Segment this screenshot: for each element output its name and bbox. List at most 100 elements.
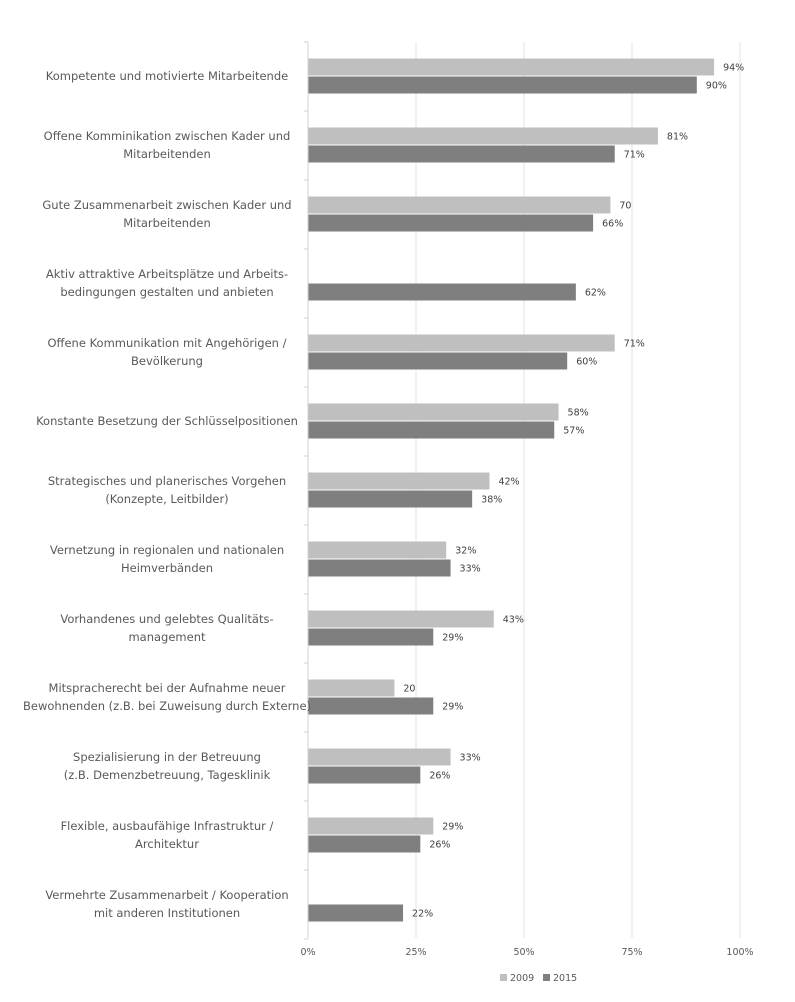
category-label-line: Strategisches und planerisches Vorgehen (48, 474, 286, 488)
category-label-line: Mitarbeitenden (123, 216, 211, 230)
data-label-2009: 71% (624, 339, 645, 350)
data-label-2015: 71% (624, 150, 645, 161)
category-label-line: Gute Zusammenarbeit zwischen Kader und (42, 198, 291, 212)
category-label: Flexible, ausbaufähige Infrastruktur / Ar… (61, 819, 274, 851)
bar-2015 (308, 76, 697, 94)
category-label-line: Spezialisierung in der Betreuung (73, 750, 261, 764)
category-label: Strategisches und planerisches Vorgehen (… (48, 474, 286, 506)
bar-2009 (308, 679, 395, 697)
legend-swatch-2015 (543, 974, 550, 981)
bar-2009 (308, 58, 715, 76)
data-label-2009: 20 (403, 684, 415, 695)
bar-2015 (308, 628, 434, 646)
data-label-2015: 22% (412, 909, 433, 920)
category-label-line: Heimverbänden (121, 561, 213, 575)
x-tick-label: 50% (513, 947, 534, 958)
category-label-line: mit anderen Institutionen (94, 906, 240, 920)
category-label: Gute Zusammenarbeit zwischen Kader und Mi… (42, 198, 291, 230)
data-label-2015: 90% (706, 81, 727, 92)
x-tick-label: 25% (405, 947, 426, 958)
data-labels: 94% 81% 70 71% 58% 42% 32% 43% 20 33% 29% 90% 71% 66%… (403, 63, 744, 920)
data-label-2009: 29% (442, 822, 463, 833)
bars (308, 58, 715, 922)
bar-2009 (308, 748, 451, 766)
category-label-line: bedingungen gestalten und anbieten (60, 285, 273, 299)
bar-2009 (308, 403, 559, 421)
data-label-2015: 62% (585, 288, 606, 299)
category-labels: Kompetente und motivierte Mitarbeitende O… (23, 69, 311, 920)
data-label-2015: 33% (460, 564, 481, 575)
category-label: Vermehrte Zusammenarbeit / Kooperation mi… (45, 888, 288, 920)
category-label: Offene Kommunikation mit Angehörigen / Be… (48, 336, 287, 368)
bar-2015 (308, 145, 615, 163)
bar-2009 (308, 334, 615, 352)
bar-2015 (308, 697, 434, 715)
category-label: Offene Komminikation zwischen Kader und M… (44, 129, 291, 161)
category-label-line: Bewohnenden (z.B. bei Zuweisung durch Ex… (23, 699, 311, 713)
category-label-line: Kompetente und motivierte Mitarbeitende (46, 69, 288, 83)
category-label-line: Offene Komminikation zwischen Kader und (44, 129, 291, 143)
category-label: Spezialisierung in der Betreuung (z.B. De… (64, 750, 271, 782)
bar-2015 (308, 283, 576, 301)
category-label-line: Vermehrte Zusammenarbeit / Kooperation (45, 888, 288, 902)
data-label-2009: 94% (723, 63, 744, 74)
data-label-2009: 43% (503, 615, 524, 626)
legend-label-2009: 2009 (510, 973, 534, 984)
bar-2009 (308, 127, 658, 145)
data-label-2015: 60% (576, 357, 597, 368)
data-label-2015: 26% (429, 840, 450, 851)
legend-swatch-2009 (500, 974, 507, 981)
data-label-2015: 38% (481, 495, 502, 506)
category-label-line: Aktiv attraktive Arbeitsplätze und Arbei… (46, 267, 288, 281)
category-label-line: Mitarbeitenden (123, 147, 211, 161)
bar-2009 (308, 610, 494, 628)
bar-2009 (308, 472, 490, 490)
bar-2015 (308, 214, 594, 232)
bar-2009 (308, 817, 434, 835)
category-label-line: management (128, 630, 206, 644)
bar-2015 (308, 490, 473, 508)
category-label: Vernetzung in regionalen und nationalen H… (50, 543, 284, 575)
data-label-2009: 33% (460, 753, 481, 764)
data-label-2015: 29% (442, 633, 463, 644)
legend-label-2015: 2015 (553, 973, 577, 984)
gridlines (415, 42, 741, 938)
x-tick-label: 0% (300, 947, 315, 958)
category-label: Vorhandenes und gelebtes Qualitäts-manag… (60, 612, 273, 644)
category-label-line: Flexible, ausbaufähige Infrastruktur / (61, 819, 274, 833)
category-label: Aktiv attraktive Arbeitsplätze und Arbei… (46, 267, 288, 299)
category-label-line: Architektur (135, 837, 199, 851)
bar-2009 (308, 541, 447, 559)
x-tick-label: 75% (621, 947, 642, 958)
legend: 2009 2015 (500, 973, 577, 984)
bar-2009 (308, 196, 611, 214)
data-label-2009: 81% (667, 132, 688, 143)
data-label-2009: 42% (498, 477, 519, 488)
bar-2015 (308, 904, 404, 922)
category-label-line: Konstante Besetzung der Schlüsselpositio… (36, 414, 298, 428)
data-label-2009: 58% (568, 408, 589, 419)
category-label-line: Mitspracherecht bei der Aufnahme neuer (49, 681, 286, 695)
category-label: Kompetente und motivierte Mitarbeitende (46, 69, 288, 83)
bar-2015 (308, 559, 451, 577)
bar-2015 (308, 835, 421, 853)
data-label-2015: 26% (429, 771, 450, 782)
x-tick-label: 100% (726, 947, 753, 958)
data-label-2015: 66% (602, 219, 623, 230)
category-label-line: (Konzepte, Leitbilder) (105, 492, 228, 506)
bar-2015 (308, 352, 568, 370)
category-label-line: (z.B. Demenzbetreuung, Tagesklinik (64, 768, 271, 782)
category-label: Konstante Besetzung der Schlüsselpositio… (36, 414, 298, 428)
category-label-line: Vernetzung in regionalen und nationalen (50, 543, 284, 557)
bar-2015 (308, 766, 421, 784)
category-label-line: Vorhandenes und gelebtes Qualitäts- (60, 612, 273, 626)
data-label-2009: 32% (455, 546, 476, 557)
x-tick-labels: 0% 25% 50% 75% 100% (300, 947, 753, 958)
category-axis (304, 41, 309, 940)
category-label-line: Bevölkerung (131, 354, 203, 368)
category-label: Mitspracherecht bei der Aufnahme neuer Be… (23, 681, 311, 713)
data-label-2009: 70 (619, 201, 631, 212)
data-label-2015: 57% (563, 426, 584, 437)
bar-2015 (308, 421, 555, 439)
